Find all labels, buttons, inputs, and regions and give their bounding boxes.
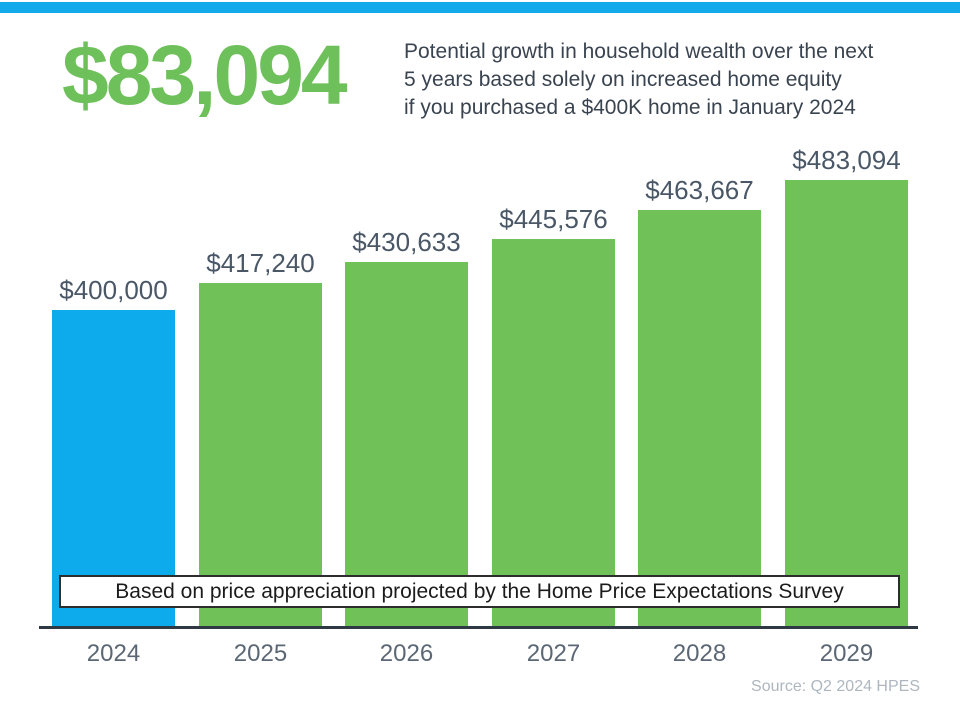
source-note: Source: Q2 2024 HPES [751,678,920,695]
bar-2029 [785,180,908,626]
x-tick-label-2028: 2028 [672,640,727,667]
bar-2025 [199,283,322,626]
x-axis-line [39,626,918,629]
description-line-1: Potential growth in household wealth ove… [404,40,874,63]
headline-description: Potential growth in household wealth ove… [404,38,914,122]
bar-value-label-2027: $445,576 [499,204,608,234]
x-tick-label-2025: 2025 [233,640,288,667]
x-tick-label-2027: 2027 [526,640,581,667]
bar-value-label-2028: $463,667 [645,175,754,205]
description-line-3: if you purchased a $400K home in January… [404,96,856,119]
bar-value-label-2025: $417,240 [206,248,315,278]
headline-amount: $83,094 [62,28,348,122]
bar-value-label-2029: $483,094 [792,145,901,175]
x-tick-label-2026: 2026 [379,640,434,667]
x-tick-label-2029: 2029 [819,640,874,667]
bar-2026 [345,262,468,626]
annotation-text: Based on price appreciation projected by… [115,579,844,603]
bar-value-label-2026: $430,633 [352,227,461,257]
bar-2028 [638,210,761,626]
bar-value-label-2024: $400,000 [59,275,168,305]
x-tick-label-2024: 2024 [86,640,141,667]
annotation-box: Based on price appreciation projected by… [59,575,900,608]
top-accent-stripe [0,2,960,13]
bar-2024 [52,310,175,626]
description-line-2: 5 years based solely on increased home e… [404,68,842,91]
bar-2027 [492,239,615,626]
